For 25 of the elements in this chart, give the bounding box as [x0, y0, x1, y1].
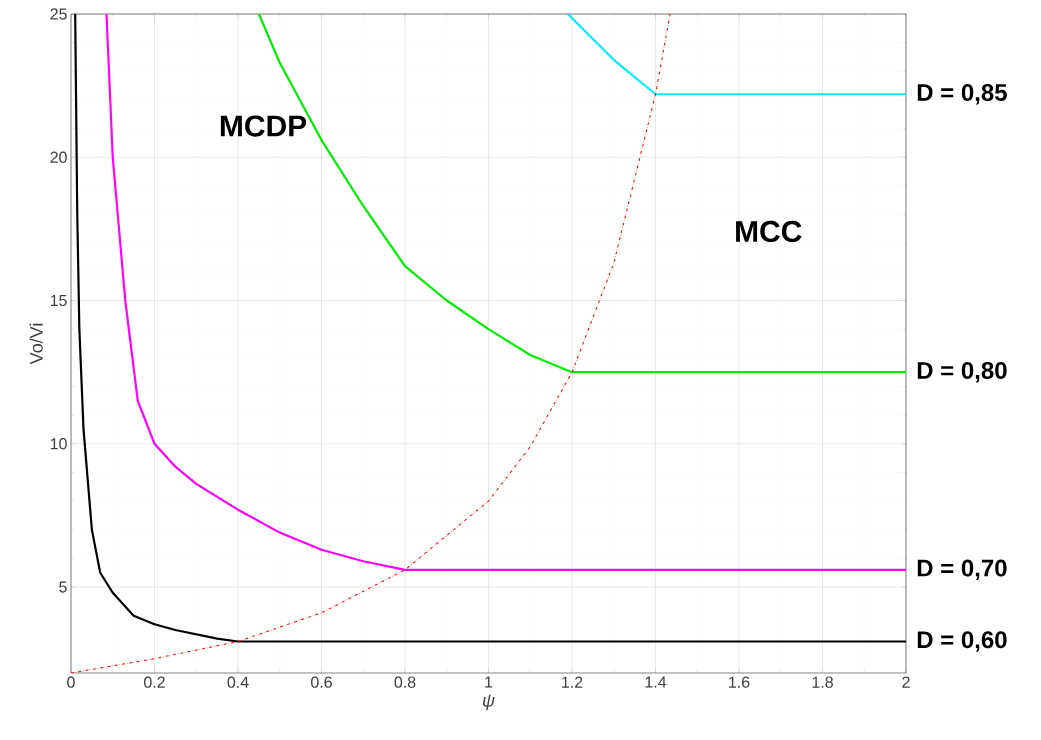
x-tick-label: 0.8 [394, 676, 416, 688]
y-tick-label: 5 [59, 581, 67, 593]
line-series [71, 14, 671, 673]
series-label: D = 0,80 [917, 361, 1007, 383]
series-label: D = 0,70 [917, 559, 1007, 581]
annotation: MCDP [220, 115, 307, 137]
x-tick-label: 0.6 [311, 676, 332, 688]
x-tick-label: 1.6 [729, 676, 750, 688]
series-label: D = 0,60 [917, 631, 1007, 652]
annotation: MCC [736, 220, 802, 243]
y-tick-label: 15 [50, 294, 67, 307]
x-tick-label: 1.4 [645, 676, 667, 688]
y-tick-label: 10 [50, 438, 67, 450]
y-tick-label: 20 [50, 151, 67, 163]
x-tick-label: 1.8 [812, 676, 833, 688]
x-tick-label: 0.4 [227, 676, 249, 688]
x-tick-label: 1 [485, 676, 493, 688]
y-tick-label: 25 [50, 8, 67, 20]
x-tick-label: 0 [67, 676, 75, 688]
x-tick-label: 0.2 [144, 676, 165, 688]
x-tick-label: 1.2 [562, 676, 583, 688]
y-axis-title: Vo/Vi [29, 323, 43, 365]
x-axis-title: ψ [482, 694, 495, 711]
series-label: D = 0,85 [917, 84, 1007, 105]
x-tick-label: 2 [902, 676, 910, 688]
